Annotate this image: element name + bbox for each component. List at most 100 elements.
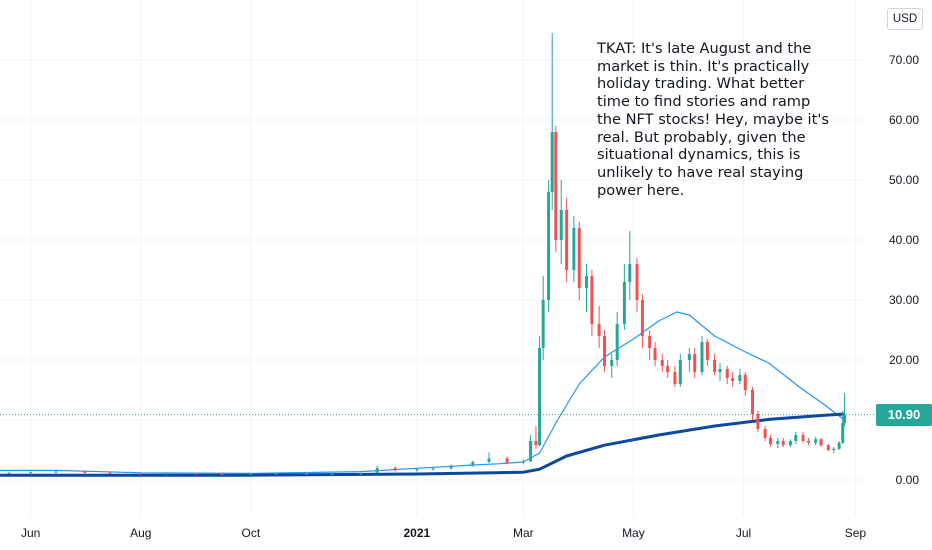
candle-body: [700, 342, 704, 372]
candle: [164, 472, 168, 475]
candle: [666, 360, 670, 378]
candle: [743, 372, 747, 396]
candle-body: [108, 472, 112, 474]
y-tick-label: 20.00: [889, 353, 919, 367]
y-tick-label: 50.00: [889, 173, 919, 187]
candle: [577, 222, 581, 300]
candle-body: [806, 441, 810, 443]
last-price-badge: 10.90: [876, 403, 932, 426]
candle-body: [713, 360, 717, 372]
candle: [635, 258, 639, 312]
candle-body: [550, 132, 554, 192]
candle: [794, 432, 798, 444]
candle-body: [29, 472, 33, 474]
candle: [700, 336, 704, 375]
candle: [249, 473, 253, 476]
candle: [622, 264, 626, 330]
candle: [841, 411, 845, 444]
candle-body: [572, 228, 576, 270]
candle-body: [794, 435, 798, 441]
candle: [330, 473, 334, 475]
candle-body: [521, 461, 525, 463]
candle: [718, 363, 722, 381]
candle: [781, 438, 785, 447]
candle: [693, 348, 697, 378]
candle: [54, 471, 58, 473]
candle: [837, 441, 841, 450]
candle: [375, 465, 379, 474]
candle-body: [635, 264, 639, 300]
candle: [648, 330, 652, 360]
candle-body: [751, 390, 755, 414]
y-tick-label: 70.00: [889, 53, 919, 67]
candle-body: [305, 473, 309, 475]
candle: [108, 472, 112, 474]
candle: [769, 435, 773, 447]
candle: [756, 411, 760, 432]
x-tick-label: Aug: [130, 526, 151, 540]
candle-body: [738, 375, 742, 381]
candle: [653, 342, 657, 366]
candle: [359, 472, 363, 475]
candle-body: [584, 276, 588, 288]
candle: [29, 471, 33, 474]
x-tick-label: Oct: [241, 526, 260, 540]
candle: [550, 33, 554, 210]
candle-body: [375, 468, 379, 473]
candle-body: [718, 369, 722, 372]
moving-average-slow: [0, 412, 845, 477]
candle-body: [538, 348, 542, 446]
candle: [801, 432, 805, 443]
candle: [83, 471, 87, 474]
candle-body: [814, 439, 818, 443]
currency-label[interactable]: USD: [887, 8, 923, 30]
candle: [274, 472, 278, 475]
candle-body: [640, 300, 644, 336]
candle-body: [164, 473, 168, 475]
candle-body: [648, 336, 652, 348]
candle-body: [615, 324, 619, 360]
candle: [572, 216, 576, 282]
candle-body: [763, 429, 767, 438]
candle-body: [678, 360, 682, 384]
candle-body: [725, 369, 729, 378]
candle: [590, 270, 594, 336]
candle-body: [603, 336, 607, 366]
candle-body: [249, 474, 253, 475]
candle: [615, 312, 619, 366]
candle-body: [841, 423, 845, 443]
candle-body: [415, 469, 419, 471]
y-tick-label: 30.00: [889, 293, 919, 307]
candle-body: [274, 473, 278, 475]
candle-body: [590, 276, 594, 324]
candle-body: [534, 441, 538, 446]
candle: [559, 180, 563, 264]
candle: [738, 369, 742, 384]
candle: [393, 466, 397, 472]
candle: [139, 472, 143, 475]
x-tick-label: Jul: [736, 526, 751, 540]
candle-body: [559, 210, 563, 240]
candle-body: [565, 210, 569, 270]
candle-body: [471, 462, 475, 466]
moving-average-fast: [0, 311, 845, 474]
x-axis: Jun Aug Oct 2021 Mar May Jul Sep: [21, 526, 866, 540]
candle-body: [788, 441, 792, 446]
candle-body: [673, 372, 677, 384]
candle: [195, 472, 199, 475]
candle-body: [359, 473, 363, 475]
candle: [628, 231, 632, 300]
candle: [713, 354, 717, 375]
x-tick-label: May: [622, 526, 645, 540]
candle: [843, 393, 847, 426]
candle-body: [541, 300, 545, 348]
candle-body: [837, 442, 841, 449]
chart-annotation: TKAT: It's late August and the market is…: [597, 40, 829, 199]
candle: [554, 126, 558, 252]
candle: [788, 439, 792, 447]
candle-body: [743, 375, 747, 390]
candle-body: [7, 472, 11, 474]
candle-body: [431, 468, 435, 470]
candle: [687, 348, 691, 372]
candle: [565, 198, 569, 282]
